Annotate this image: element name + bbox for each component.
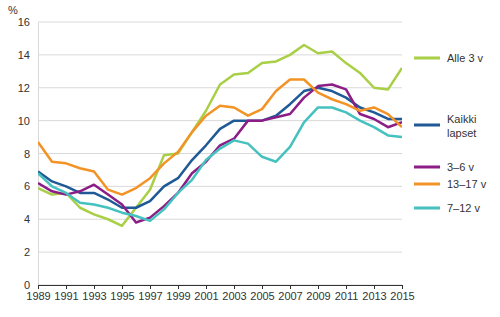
x-tick-mark bbox=[374, 285, 375, 289]
y-tick: 4 bbox=[24, 213, 38, 225]
y-tick: 2 bbox=[24, 246, 38, 258]
x-axis-line bbox=[39, 286, 403, 290]
grid-line bbox=[38, 54, 402, 55]
x-tick: 2001 bbox=[194, 285, 218, 302]
grid-line bbox=[38, 22, 402, 23]
x-tick: 1993 bbox=[82, 285, 106, 302]
x-tick: 1989 bbox=[26, 285, 50, 302]
x-tick-label: 1999 bbox=[166, 290, 190, 302]
x-tick: 2009 bbox=[306, 285, 330, 302]
y-tick: 10 bbox=[18, 115, 38, 127]
x-tick-label: 2003 bbox=[222, 290, 246, 302]
x-tick-mark bbox=[178, 285, 179, 289]
x-tick-label: 1997 bbox=[138, 290, 162, 302]
y-axis: 0246810121416 bbox=[18, 16, 39, 291]
y-axis-title: % bbox=[8, 4, 18, 16]
x-tick-mark bbox=[66, 285, 67, 289]
y-tick-label: 2 bbox=[24, 246, 30, 258]
grid-line bbox=[38, 87, 402, 88]
y-tick-label: 14 bbox=[18, 49, 30, 61]
x-tick: 1999 bbox=[166, 285, 190, 302]
lines bbox=[38, 45, 402, 226]
y-tick-label: 10 bbox=[18, 115, 30, 127]
legend-label: Kaikkilapset bbox=[447, 113, 476, 139]
x-tick-mark bbox=[38, 285, 39, 289]
legend-swatch bbox=[414, 166, 440, 169]
x-tick-label: 1989 bbox=[26, 290, 50, 302]
grid bbox=[38, 22, 402, 285]
x-tick-mark bbox=[150, 285, 151, 289]
chart: 0246810121416198919911993199519971999200… bbox=[0, 0, 500, 317]
series-line bbox=[38, 80, 402, 195]
x-tick: 1995 bbox=[110, 285, 134, 302]
x-tick-mark bbox=[234, 285, 235, 289]
x-tick: 2013 bbox=[362, 285, 386, 302]
y-tick: 16 bbox=[18, 16, 38, 28]
grid-line bbox=[38, 252, 402, 253]
grid-line bbox=[38, 219, 402, 220]
legend-label: 3–6 v bbox=[447, 161, 474, 173]
x-tick-mark bbox=[94, 285, 95, 289]
legend-swatch bbox=[414, 183, 440, 186]
y-tick: 6 bbox=[24, 180, 38, 192]
legend: Alle 3 v Kaikkilapset 3–6 v 13–17 v 7–12 v bbox=[414, 52, 487, 214]
series-line bbox=[38, 45, 402, 226]
x-tick-label: 2005 bbox=[250, 290, 274, 302]
y-tick-label: 6 bbox=[24, 180, 30, 192]
x-axis: 1989 1991 1993 1995 1997 1999 2001 2003 2005 2007… bbox=[26, 285, 414, 302]
y-axis-line bbox=[38, 23, 39, 286]
grid-line bbox=[38, 153, 402, 154]
legend-swatch bbox=[414, 124, 440, 127]
y-tick-label: 16 bbox=[18, 16, 30, 28]
x-tick-label: 1995 bbox=[110, 290, 134, 302]
y-tick-label: 12 bbox=[18, 82, 30, 94]
y-tick: 14 bbox=[18, 49, 38, 61]
x-tick-mark bbox=[402, 285, 403, 289]
x-tick: 2005 bbox=[250, 285, 274, 302]
x-tick: 2003 bbox=[222, 285, 246, 302]
grid-line bbox=[38, 120, 402, 121]
x-tick: 2015 bbox=[390, 285, 414, 302]
x-tick: 1991 bbox=[54, 285, 78, 302]
x-tick: 2007 bbox=[278, 285, 302, 302]
y-tick: 12 bbox=[18, 82, 38, 94]
x-tick-mark bbox=[290, 285, 291, 289]
x-tick-label: 2011 bbox=[335, 290, 359, 302]
x-tick-mark bbox=[318, 285, 319, 289]
y-tick: 8 bbox=[24, 148, 38, 160]
x-tick-label: 2009 bbox=[306, 290, 330, 302]
y-tick-label: 4 bbox=[24, 213, 30, 225]
x-tick-label: 2007 bbox=[278, 290, 302, 302]
y-tick-label: 8 bbox=[24, 148, 30, 160]
plot: 0246810121416198919911993199519971999200… bbox=[18, 16, 415, 302]
x-tick-label: 2001 bbox=[194, 290, 218, 302]
x-tick-label: 2013 bbox=[362, 290, 386, 302]
series-line bbox=[38, 107, 402, 220]
legend-label: 13–17 v bbox=[447, 178, 487, 190]
x-tick: 2011 bbox=[335, 285, 359, 302]
x-tick-label: 1991 bbox=[54, 290, 78, 302]
x-tick-mark bbox=[206, 285, 207, 289]
x-tick-mark bbox=[262, 285, 263, 289]
x-tick-label: 1993 bbox=[82, 290, 106, 302]
legend-swatch bbox=[414, 207, 440, 210]
x-tick-label: 2015 bbox=[390, 290, 414, 302]
x-tick: 1997 bbox=[138, 285, 162, 302]
legend-swatch bbox=[414, 57, 440, 60]
legend-label: 7–12 v bbox=[447, 202, 481, 214]
x-tick-mark bbox=[346, 285, 347, 289]
x-tick-mark bbox=[122, 285, 123, 289]
legend-label: Alle 3 v bbox=[447, 52, 484, 64]
